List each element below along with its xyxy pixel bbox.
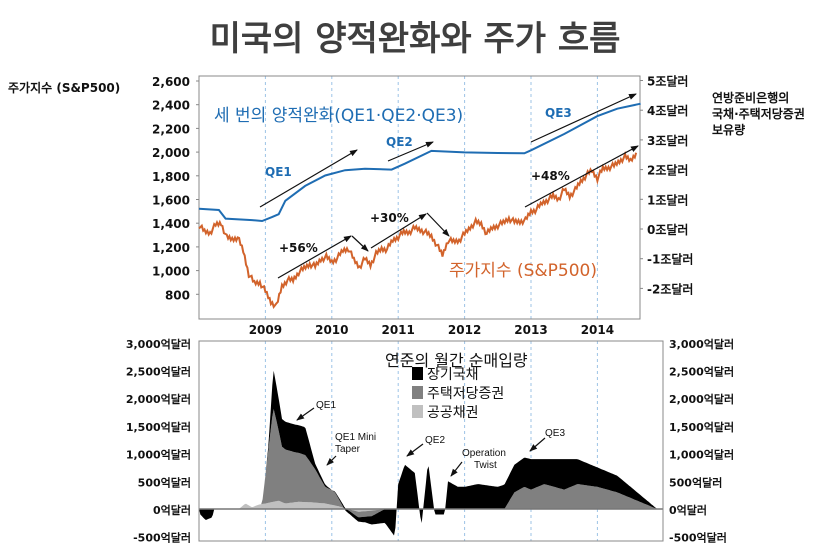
- right-tick-label: 2,000억달러: [669, 392, 734, 406]
- right-tick-label: 1,000억달러: [669, 448, 734, 462]
- x-tick-label: 2014: [581, 323, 614, 337]
- trend-arrows: [259, 93, 639, 279]
- legend-swatch: [412, 386, 423, 399]
- left-tick-label: 1,000: [152, 265, 190, 279]
- left-tick-label: 1,600: [152, 194, 190, 208]
- x-tick-label: 2012: [448, 323, 481, 337]
- sp-gain2-arrow: [370, 213, 427, 249]
- page-title: 미국의 양적완화와 주가 흐름: [210, 19, 621, 59]
- top-chart: 주가지수 (S&P500) 연방준비은행의 국채·주택저당증권 보유량 2009…: [8, 74, 805, 338]
- gain1-label: +56%: [279, 241, 318, 255]
- right-tick-label: -1조달러: [647, 252, 693, 267]
- left-tick-label: 800: [165, 288, 190, 302]
- right-tick-label: 5조달러: [647, 74, 688, 89]
- right-tick-label: -2조달러: [647, 281, 693, 296]
- mini-taper-arrow: [326, 455, 337, 466]
- operation-twist-arrow: [450, 461, 463, 477]
- qe2-annotation: QE2: [425, 435, 445, 446]
- x-tick-label: 2009: [249, 323, 282, 337]
- operation-twist-annotation-1: Operation: [462, 448, 506, 459]
- right-axis-label-2: 국채·주택저당증권: [712, 106, 805, 121]
- right-tick-label: 3,000억달러: [669, 337, 734, 351]
- left-tick-label: 1,500억달러: [126, 420, 191, 434]
- qe2-arrow: [387, 141, 434, 162]
- mini-taper-annotation-1: QE1 Mini: [335, 432, 376, 443]
- sp-drop2-arrow: [426, 212, 450, 237]
- right-axis-label-3: 보유량: [712, 123, 745, 137]
- right-axis-label-1: 연방준비은행의: [712, 90, 789, 105]
- area-treasury: [199, 370, 660, 536]
- legend-label: 공공채권: [427, 405, 479, 421]
- qe2-annotation-arrow: [406, 443, 424, 457]
- sp500-line: [198, 150, 638, 310]
- bottom-chart: 3,000억달러 3,000억달러 2,500억달러 2,500억달러 2,000억달러…: [126, 337, 734, 545]
- left-tick-label: 2,200: [152, 122, 190, 136]
- area-mbs: [199, 409, 660, 518]
- sp-series-title: 주가지수 (S&P500): [449, 261, 597, 281]
- legend-label: 장기국채: [427, 367, 479, 383]
- left-axis-label: 주가지수 (S&P500): [8, 80, 120, 95]
- qe3-label: QE3: [545, 106, 572, 120]
- fed-holdings-line: [198, 102, 641, 223]
- top-plot-frame: [198, 75, 641, 320]
- qe1-annotation: QE1: [316, 400, 336, 411]
- gain2-label: +30%: [370, 211, 409, 225]
- x-tick-label: 2010: [315, 323, 348, 337]
- right-tick-label: 500억달러: [669, 475, 722, 489]
- legend-swatch: [412, 367, 423, 380]
- bottom-plot-frame: [198, 340, 664, 542]
- right-tick-label: 0조달러: [647, 222, 688, 237]
- qe1-arrow: [259, 149, 358, 208]
- sp-gain3-arrow: [524, 145, 639, 208]
- qe3-annotation-arrow: [529, 437, 546, 452]
- left-tick-label: 1,000억달러: [126, 448, 191, 462]
- right-tick-label: -500억달러: [669, 531, 727, 545]
- left-tick-label: 2,000: [152, 146, 190, 160]
- gain3-label: +48%: [531, 169, 570, 183]
- left-tick-label: 2,000억달러: [126, 392, 191, 406]
- mini-taper-annotation-2: Taper: [335, 444, 361, 455]
- sp-gain1-arrow: [277, 235, 352, 279]
- qe3-annotation: QE3: [545, 428, 565, 439]
- legend-title: 연준의 월간 순매입량: [385, 351, 528, 370]
- left-tick-label: 2,500억달러: [126, 365, 191, 379]
- annotation-arrows: [296, 407, 546, 477]
- right-tick-label: 1,500억달러: [669, 420, 734, 434]
- left-tick-label: 1,200: [152, 241, 190, 255]
- left-tick-label: 500억달러: [138, 475, 191, 489]
- qe1-label: QE1: [265, 165, 292, 179]
- legend-swatch: [412, 405, 423, 418]
- right-tick-label: 2,500억달러: [669, 365, 734, 379]
- left-tick-label: 2,600: [152, 75, 190, 89]
- operation-twist-annotation-2: Twist: [474, 460, 497, 471]
- left-tick-label: 1,400: [152, 217, 190, 231]
- left-tick-label: 3,000억달러: [126, 337, 191, 351]
- x-tick-label: 2011: [381, 323, 414, 337]
- left-tick-label: 0억달러: [153, 503, 191, 517]
- left-tick-label: 1,800: [152, 170, 190, 184]
- legend-label: 주택저당증권: [427, 386, 504, 402]
- sp-drop1-arrow: [351, 235, 369, 252]
- left-tick-label: -500억달러: [133, 531, 191, 545]
- right-tick-label: 1조달러: [647, 192, 688, 207]
- left-tick-label: 2,400: [152, 99, 190, 113]
- right-tick-label: 4조달러: [647, 103, 688, 118]
- right-tick-label: 2조달러: [647, 163, 688, 178]
- right-tick-label: 0억달러: [669, 503, 707, 517]
- right-tick-label: 3조달러: [647, 133, 688, 148]
- x-tick-label: 2013: [514, 323, 547, 337]
- qe3-arrow: [530, 93, 637, 143]
- fed-series-title: 세 번의 양적완화(QE1·QE2·QE3): [214, 106, 463, 126]
- qe1-annotation-arrow: [296, 407, 315, 421]
- qe2-label: QE2: [386, 135, 413, 149]
